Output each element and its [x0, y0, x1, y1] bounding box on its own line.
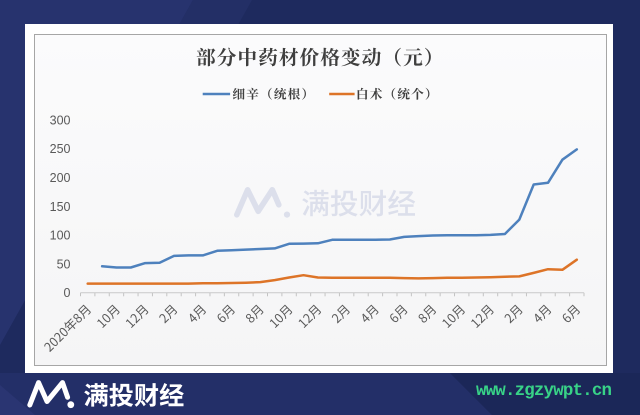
svg-text:100: 100	[50, 229, 71, 243]
svg-text:0: 0	[64, 286, 71, 300]
svg-text:300: 300	[50, 113, 71, 127]
svg-text:150: 150	[50, 200, 71, 214]
svg-text:200: 200	[50, 171, 71, 185]
svg-text:50: 50	[57, 257, 71, 271]
svg-text:250: 250	[50, 142, 71, 156]
